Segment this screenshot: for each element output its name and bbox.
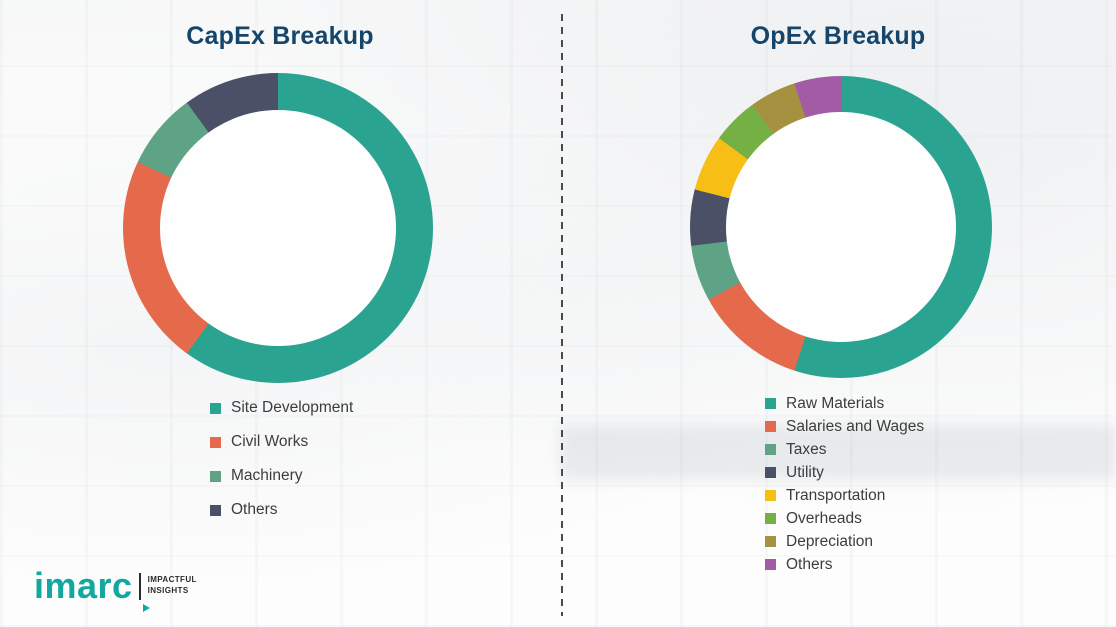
legend-swatch <box>765 467 776 478</box>
legend-item: Machinery <box>210 459 353 493</box>
legend-swatch <box>765 444 776 455</box>
legend-swatch <box>210 436 221 448</box>
logo-tagline: IMPACTFUL INSIGHTS <box>148 575 197 597</box>
imarc-logo: imarc IMPACTFUL INSIGHTS <box>34 565 197 612</box>
opex-donut-chart <box>690 76 992 378</box>
imarc-logo-wordmark: imarc <box>34 565 133 606</box>
capex-legend: Site Development Civil Works Machinery Othe… <box>210 391 353 527</box>
legend-item: Overheads <box>765 507 924 530</box>
legend-label: Transportation <box>786 486 886 504</box>
legend-item: Site Development <box>210 391 353 425</box>
legend-label: Civil Works <box>231 433 309 450</box>
legend-item: Others <box>210 493 353 527</box>
capex-donut-chart <box>123 73 433 383</box>
capex-chart-title: CapEx Breakup <box>186 22 374 50</box>
legend-item: Transportation <box>765 484 924 507</box>
legend-swatch <box>210 402 221 414</box>
legend-item: Raw Materials <box>765 392 924 415</box>
logo-tagline-line1: IMPACTFUL <box>147 575 197 585</box>
legend-label: Overheads <box>786 509 862 527</box>
legend-label: Depreciation <box>786 532 874 550</box>
legend-label: Others <box>786 555 833 573</box>
legend-swatch <box>765 536 776 547</box>
legend-item: Civil Works <box>210 425 353 459</box>
legend-swatch <box>210 470 221 482</box>
legend-label: Salaries and Wages <box>786 417 925 435</box>
legend-swatch <box>765 421 776 432</box>
triangle-icon <box>143 604 150 612</box>
legend-item: Depreciation <box>765 530 924 553</box>
legend-swatch <box>210 504 221 516</box>
legend-item: Salaries and Wages <box>765 415 924 438</box>
legend-item: Others <box>765 553 924 576</box>
logo-separator <box>138 572 141 600</box>
legend-swatch <box>765 398 776 409</box>
legend-label: Machinery <box>231 467 303 484</box>
legend-swatch <box>765 559 776 570</box>
legend-label: Raw Materials <box>786 394 885 412</box>
legend-label: Taxes <box>786 440 827 458</box>
legend-swatch <box>765 490 776 501</box>
opex-chart-title: OpEx Breakup <box>750 22 926 50</box>
logo-tagline-line2: INSIGHTS <box>147 586 189 595</box>
legend-item: Taxes <box>765 438 924 461</box>
legend-label: Others <box>231 501 278 518</box>
legend-swatch <box>765 513 776 524</box>
legend-item: Utility <box>765 461 924 484</box>
legend-label: Site Development <box>231 399 354 416</box>
legend-label: Utility <box>786 463 824 481</box>
dashed-divider <box>561 14 563 616</box>
opex-legend: Raw Materials Salaries and Wages Taxes Util… <box>765 392 924 576</box>
